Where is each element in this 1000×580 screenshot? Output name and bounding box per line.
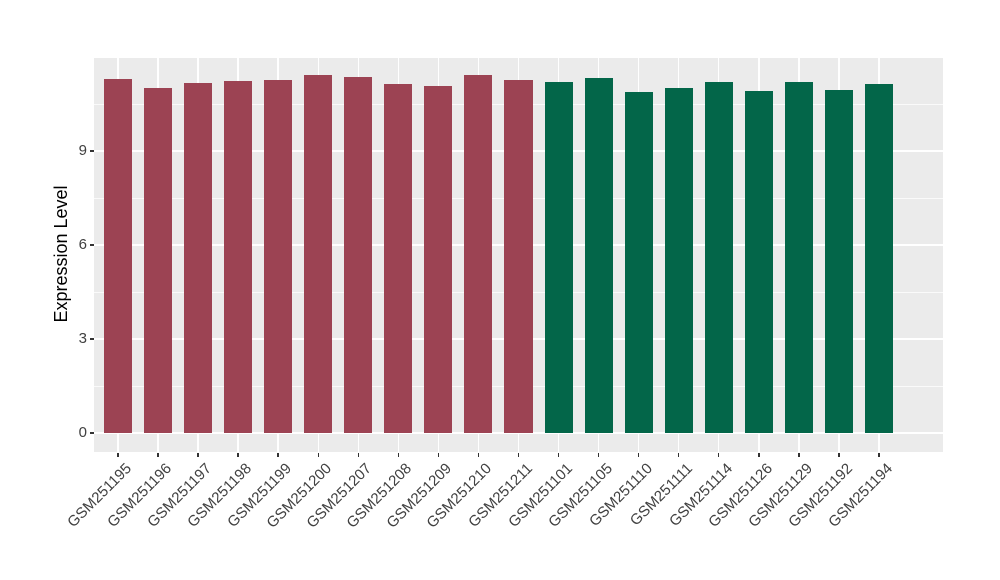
bar-GSM251208 <box>384 83 413 434</box>
bar-GSM251194 <box>864 84 893 434</box>
x-tick-GSM251195 <box>117 452 119 457</box>
plot-panel <box>94 56 943 452</box>
x-tick-GSM251110 <box>637 452 640 457</box>
bar-GSM251198 <box>224 80 253 434</box>
bar-GSM251209 <box>424 85 453 434</box>
x-tick-GSM251197 <box>197 452 199 457</box>
x-tick-GSM251194 <box>878 452 880 457</box>
y-tick-0 <box>89 432 94 434</box>
x-tick-GSM251105 <box>597 452 600 457</box>
x-tick-GSM251208 <box>397 452 400 457</box>
bar-GSM251210 <box>464 75 493 434</box>
bar-GSM251196 <box>144 87 173 434</box>
y-tick-label-0: 0 <box>78 424 87 442</box>
x-tick-GSM251210 <box>477 452 480 457</box>
bar-GSM251129 <box>784 82 813 434</box>
bar-GSM251195 <box>104 78 133 434</box>
bar-GSM251200 <box>304 75 333 434</box>
x-tick-GSM251211 <box>517 452 520 457</box>
bar-GSM251105 <box>584 78 613 434</box>
bar-GSM251111 <box>664 88 693 434</box>
bar-GSM251114 <box>704 82 733 434</box>
x-tick-GSM251198 <box>237 452 239 457</box>
bar-GSM251207 <box>344 77 373 434</box>
x-tick-GSM251199 <box>277 452 279 457</box>
y-tick-label-6: 6 <box>78 236 87 254</box>
x-tick-GSM251114 <box>717 452 720 457</box>
bar-GSM251101 <box>544 82 573 434</box>
x-tick-GSM251196 <box>157 452 159 457</box>
y-tick-label-3: 3 <box>78 330 87 348</box>
x-tick-GSM251192 <box>838 452 840 457</box>
y-tick-label-9: 9 <box>78 142 87 160</box>
x-tick-GSM251111 <box>677 452 680 457</box>
x-tick-GSM251200 <box>317 452 319 457</box>
x-tick-GSM251129 <box>798 452 800 457</box>
bar-GSM251197 <box>184 83 213 434</box>
bar-GSM251126 <box>744 91 773 434</box>
bar-GSM251110 <box>624 92 653 434</box>
bar-GSM251199 <box>264 80 293 434</box>
x-tick-GSM251126 <box>758 452 760 457</box>
bar-GSM251192 <box>824 90 853 434</box>
bar-GSM251211 <box>504 79 533 434</box>
y-tick-3 <box>89 338 94 340</box>
x-tick-GSM251207 <box>357 452 360 457</box>
y-tick-9 <box>89 150 94 152</box>
x-tick-GSM251209 <box>437 452 440 457</box>
x-tick-GSM251101 <box>557 452 560 457</box>
y-axis-title: Expression Level <box>51 184 71 323</box>
y-tick-6 <box>89 244 94 246</box>
